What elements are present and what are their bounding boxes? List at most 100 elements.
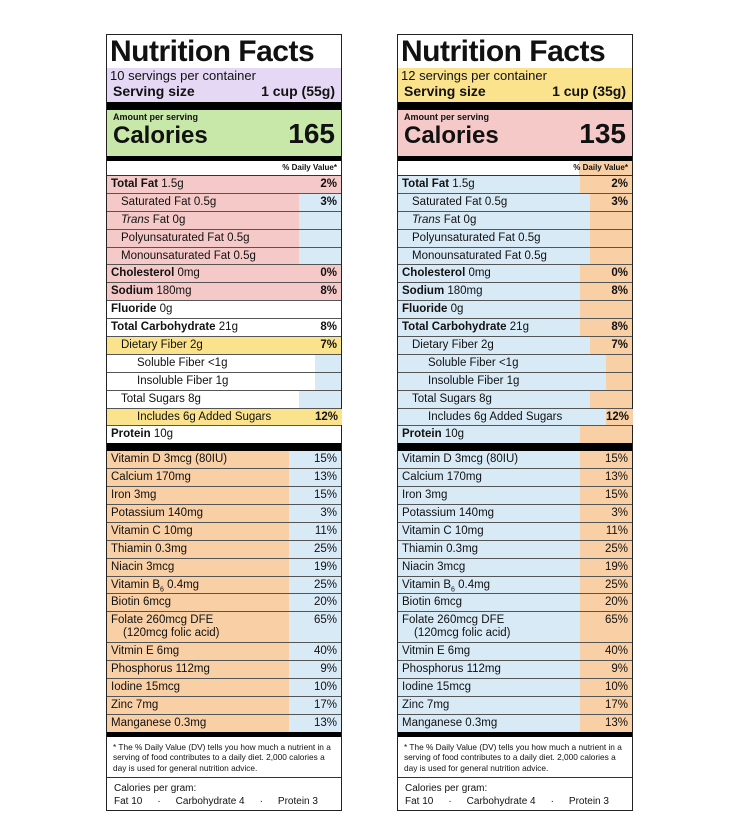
vitamin-name: Iodine 15mcg <box>107 679 289 697</box>
vitamin-row: Vitamin C 10mg 11% <box>107 522 341 541</box>
divider-thick <box>398 443 632 452</box>
vitamin-dv: 13% <box>289 714 341 732</box>
calories-per-gram-item: · <box>259 796 263 808</box>
vitamin-name: Vitmin E 6mg <box>398 643 580 661</box>
vitamin-name: Biotin 6mcg <box>107 594 289 612</box>
amount-per-serving: Amount per serving <box>113 112 199 122</box>
vitamin-name: Vitamin B6 0.4mg <box>107 576 289 594</box>
nutrient-dv <box>299 211 341 229</box>
serving-size-label: Serving size <box>113 83 195 99</box>
vitamin-row: Vitmin E 6mg 40% <box>398 643 632 662</box>
nutrient-row: Total Fat 1.5g 2% <box>398 176 632 194</box>
nutrient-dv: 2% <box>580 176 632 193</box>
nutrient-row: Saturated Fat 0.5g 3% <box>398 193 632 212</box>
calories-per-gram-item: · <box>157 796 161 808</box>
nutrition-label-left: Nutrition Facts 10 servings per container… <box>106 34 343 812</box>
vitamin-dv: 3% <box>289 505 341 522</box>
calories-value: 165 <box>288 118 335 149</box>
vitamin-dv: 3% <box>580 505 632 522</box>
divider-thick <box>398 102 632 110</box>
nutrient-name: Polyunsaturated Fat 0.5g <box>398 229 590 247</box>
nutrient-dv <box>299 229 341 247</box>
vitamin-name: Folate 260mcg DFE (120mcg folic acid) <box>107 612 289 643</box>
vitamin-dv: 13% <box>289 469 341 487</box>
calories-label: Calories <box>404 122 499 149</box>
vitamin-dv: 17% <box>580 697 632 714</box>
nutrient-name: Protein 10g <box>398 426 580 444</box>
nutrient-row: Dietary Fiber 2g 7% <box>398 337 632 355</box>
vitamin-dv: 13% <box>580 714 632 732</box>
vitamin-dv: 15% <box>289 451 341 469</box>
nutrient-dv <box>299 390 341 408</box>
nutrient-dv <box>315 354 341 372</box>
vitamin-dv: 40% <box>580 643 632 661</box>
vitamin-row: Calcium 170mg 13% <box>398 469 632 488</box>
nutrient-row: Soluble Fiber <1g <box>398 354 632 373</box>
vitamin-name: Vitamin D 3mcg (80IU) <box>107 451 289 469</box>
nutrient-name: Monounsaturated Fat 0.5g <box>107 247 299 265</box>
calories-per-gram: Calories per gram: Fat 10 · Carbohydrate 4 ·… <box>110 778 338 810</box>
vitamin-name: Vitmin E 6mg <box>107 643 289 661</box>
nutrient-dv <box>590 229 632 247</box>
nutrition-label-right: Nutrition Facts 12 servings per container… <box>397 34 634 812</box>
nutrient-name: Fluoride 0g <box>398 301 580 319</box>
vitamin-row: Biotin 6mcg 20% <box>107 594 341 613</box>
vitamin-name: Calcium 170mg <box>107 469 289 487</box>
calories-per-gram: Calories per gram: Fat 10 · Carbohydrate 4 ·… <box>401 778 629 810</box>
vitamin-name: Folate 260mcg DFE (120mcg folic acid) <box>398 612 580 643</box>
serving-size-value: 1 cup (35g) <box>552 83 626 99</box>
footnote: * The % Daily Value (DV) tells you how m… <box>398 737 632 779</box>
nutrient-row: Fluoride 0g <box>107 301 341 320</box>
vitamin-dv: 25% <box>580 576 632 594</box>
nutrient-name: Cholesterol 0mg <box>107 265 289 283</box>
vitamin-row: Manganese 0.3mg 13% <box>107 714 341 732</box>
vitamin-row: Niacin 3mcg 19% <box>398 558 632 577</box>
nutrient-dv: 3% <box>590 193 632 211</box>
nutrient-name: Polyunsaturated Fat 0.5g <box>107 229 299 247</box>
servings-per-container: 10 servings per container <box>107 68 341 83</box>
calories-block: Amount per serving Calories 165 <box>107 110 341 156</box>
divider-thick <box>107 443 341 452</box>
nutrient-name: Soluble Fiber <1g <box>398 354 606 372</box>
nutrient-dv <box>590 390 632 408</box>
nutrient-row: Soluble Fiber <1g <box>107 354 341 373</box>
vitamin-row: Zinc 7mg 17% <box>398 697 632 715</box>
vitamin-name: Iron 3mg <box>398 487 580 505</box>
nutrient-name: Protein 10g <box>107 426 289 444</box>
nutrient-name: Fluoride 0g <box>107 301 289 319</box>
vitamin-dv: 65% <box>580 612 632 643</box>
nutrient-dv <box>590 211 632 229</box>
vitamin-row: Iodine 15mcg 10% <box>398 679 632 698</box>
calories-per-gram-item: Fat 10 <box>405 796 434 808</box>
nutrient-name: Monounsaturated Fat 0.5g <box>398 247 590 265</box>
nutrient-dv: 12% <box>606 408 634 426</box>
vitamin-row: Potassium 140mg 3% <box>107 505 341 523</box>
calories-block: Amount per serving Calories 135 <box>398 110 632 156</box>
nutrient-row: Total Sugars 8g <box>398 390 632 409</box>
nutrient-row: Monounsaturated Fat 0.5g <box>398 247 632 266</box>
serving-size-label: Serving size <box>404 83 486 99</box>
vitamin-row: Niacin 3mcg 19% <box>107 558 341 577</box>
nutrient-name: Dietary Fiber 2g <box>107 337 299 354</box>
nutrient-name: Includes 6g Added Sugars <box>398 408 606 426</box>
nutrient-name: Trans Fat 0g <box>107 211 299 229</box>
nutrient-name: Includes 6g Added Sugars <box>107 408 315 426</box>
nutrient-dv <box>580 426 632 444</box>
nutrient-name: Sodium 180mg <box>398 283 580 301</box>
vitamin-row: Phosphorus 112mg 9% <box>107 661 341 680</box>
nutrient-dv <box>289 301 341 319</box>
vitamin-dv: 40% <box>289 643 341 661</box>
vitamin-name: Thiamin 0.3mg <box>398 540 580 558</box>
nutrient-name: Dietary Fiber 2g <box>398 337 590 354</box>
vitamin-row: Vitamin B6 0.4mg 25% <box>398 576 632 595</box>
nutrient-row: Polyunsaturated Fat 0.5g <box>398 229 632 248</box>
vitamin-row: Biotin 6mcg 20% <box>398 594 632 613</box>
vitamin-row: Vitamin B6 0.4mg 25% <box>107 576 341 595</box>
nutrient-dv: 12% <box>315 408 343 426</box>
vitamin-row: Folate 260mcg DFE (120mcg folic acid) 65% <box>398 612 632 644</box>
nutrient-dv <box>606 354 632 372</box>
vitamin-name: Manganese 0.3mg <box>398 714 580 732</box>
vitamin-row: Manganese 0.3mg 13% <box>398 714 632 732</box>
nutrient-row: Sodium 180mg 8% <box>107 283 341 302</box>
calories-per-gram-item: · <box>550 796 554 808</box>
